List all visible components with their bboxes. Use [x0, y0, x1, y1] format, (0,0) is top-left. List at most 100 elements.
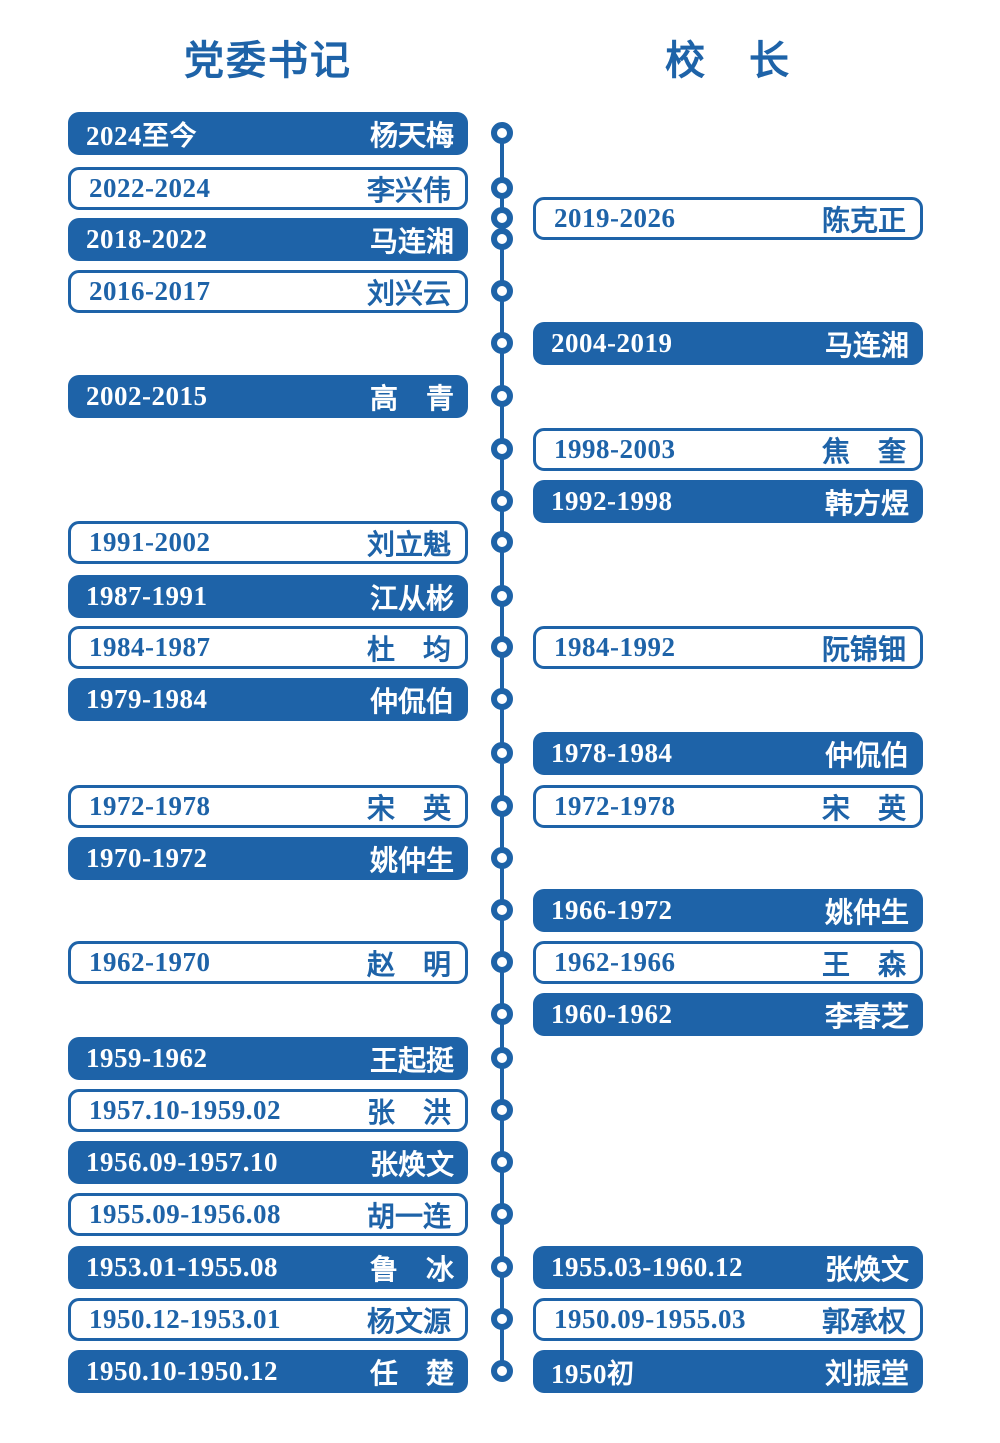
entry-period: 1955.03-1960.12 — [551, 1252, 743, 1282]
entry-period: 1962-1966 — [554, 947, 676, 977]
timeline-entry-left-16: 1953.01-1955.08 鲁 冰 — [68, 1246, 468, 1289]
entry-period: 1959-1962 — [86, 1043, 208, 1073]
timeline-entry-right-2: 1998-2003 焦 奎 — [533, 428, 923, 471]
entry-period: 2002-2015 — [86, 381, 208, 411]
entry-name: 鲁 冰 — [369, 1254, 454, 1286]
entry-period: 1956.09-1957.10 — [86, 1147, 278, 1177]
entry-name: 焦 奎 — [821, 436, 906, 468]
entry-period: 2022-2024 — [89, 173, 211, 203]
entry-period: 1950.09-1955.03 — [554, 1304, 746, 1334]
entry-name: 仲侃伯 — [369, 686, 454, 718]
left-column-title: 党委书记 — [184, 38, 352, 83]
entry-name: 刘立魁 — [366, 529, 451, 561]
entry-period: 1966-1972 — [551, 895, 673, 925]
timeline-node — [491, 1151, 513, 1173]
entry-name: 宋 英 — [821, 793, 906, 825]
entry-period: 2004-2019 — [551, 328, 673, 358]
timeline-entry-left-13: 1957.10-1959.02 张 洪 — [68, 1089, 468, 1132]
entry-name: 张 洪 — [366, 1097, 451, 1129]
timeline-node — [491, 490, 513, 512]
timeline-entry-right-4: 1984-1992 阮锦钿 — [533, 626, 923, 669]
entry-name: 任 楚 — [369, 1358, 454, 1390]
timeline-node — [491, 899, 513, 921]
timeline-entry-left-6: 1987-1991 江从彬 — [68, 575, 468, 618]
entry-period: 1962-1970 — [89, 947, 211, 977]
entry-name: 王起挺 — [369, 1045, 454, 1077]
timeline-entry-left-14: 1956.09-1957.10 张焕文 — [68, 1141, 468, 1184]
timeline-entry-left-8: 1979-1984 仲侃伯 — [68, 678, 468, 721]
timeline-entry-left-7: 1984-1987 杜 均 — [68, 626, 468, 669]
timeline-node — [491, 1360, 513, 1382]
timeline-node — [491, 585, 513, 607]
timeline-entry-left-2: 2018-2022 马连湘 — [68, 218, 468, 261]
timeline-node — [491, 531, 513, 553]
entry-name: 杨文源 — [366, 1306, 451, 1338]
timeline-entry-right-0: 2019-2026 陈克正 — [533, 197, 923, 240]
timeline-node — [491, 122, 513, 144]
timeline-node — [491, 847, 513, 869]
timeline-node — [491, 207, 513, 229]
entry-name: 姚仲生 — [369, 845, 454, 877]
entry-period: 1998-2003 — [554, 434, 676, 464]
timeline-node — [491, 385, 513, 407]
entry-period: 2019-2026 — [554, 203, 676, 233]
timeline-node — [491, 280, 513, 302]
entry-period: 2018-2022 — [86, 224, 208, 254]
entry-name: 江从彬 — [369, 583, 454, 615]
timeline-node — [491, 688, 513, 710]
timeline-entry-right-9: 1960-1962 李春芝 — [533, 993, 923, 1036]
timeline-node — [491, 1308, 513, 1330]
entry-name: 杨天梅 — [369, 120, 454, 152]
timeline-entry-left-11: 1962-1970 赵 明 — [68, 941, 468, 984]
entry-name: 高 青 — [369, 383, 454, 415]
timeline-entry-left-5: 1991-2002 刘立魁 — [68, 521, 468, 564]
entry-name: 宋 英 — [366, 793, 451, 825]
entry-name: 张焕文 — [824, 1254, 909, 1286]
timeline-entry-left-10: 1970-1972 姚仲生 — [68, 837, 468, 880]
entry-name: 马连湘 — [369, 226, 454, 258]
timeline-entry-right-5: 1978-1984 仲侃伯 — [533, 732, 923, 775]
entry-name: 郭承权 — [821, 1306, 906, 1338]
entry-name: 李春芝 — [824, 1001, 909, 1033]
timeline-entry-right-11: 1950.09-1955.03 郭承权 — [533, 1298, 923, 1341]
timeline-node — [491, 1203, 513, 1225]
timeline-node — [491, 1047, 513, 1069]
timeline-node — [491, 636, 513, 658]
timeline-node — [491, 1099, 513, 1121]
entry-name: 李兴伟 — [366, 175, 451, 207]
entry-name: 刘兴云 — [366, 278, 451, 310]
right-column-title: 校 长 — [665, 38, 791, 83]
timeline-entry-left-3: 2016-2017 刘兴云 — [68, 270, 468, 313]
entry-period: 1979-1984 — [86, 684, 208, 714]
timeline-node — [491, 1256, 513, 1278]
timeline-entry-left-12: 1959-1962 王起挺 — [68, 1037, 468, 1080]
entry-period: 1972-1978 — [554, 791, 676, 821]
entry-period: 1950.12-1953.01 — [89, 1304, 281, 1334]
entry-period: 1957.10-1959.02 — [89, 1095, 281, 1125]
entry-name: 胡一连 — [366, 1201, 451, 1233]
timeline-node — [491, 438, 513, 460]
entry-period: 1984-1987 — [89, 632, 211, 662]
entry-period: 1950.10-1950.12 — [86, 1356, 278, 1386]
timeline-entry-right-10: 1955.03-1960.12 张焕文 — [533, 1246, 923, 1289]
entry-period: 1987-1991 — [86, 581, 208, 611]
timeline-node — [491, 1003, 513, 1025]
timeline-node — [491, 742, 513, 764]
entry-name: 马连湘 — [824, 330, 909, 362]
timeline-node — [491, 177, 513, 199]
timeline-entry-right-3: 1992-1998 韩方煜 — [533, 480, 923, 523]
timeline-entry-left-1: 2022-2024 李兴伟 — [68, 167, 468, 210]
entry-name: 韩方煜 — [824, 488, 909, 520]
timeline-entry-right-7: 1966-1972 姚仲生 — [533, 889, 923, 932]
timeline-entry-right-6: 1972-1978 宋 英 — [533, 785, 923, 828]
entry-period: 1950初 — [551, 1359, 635, 1389]
timeline-entry-left-17: 1950.12-1953.01 杨文源 — [68, 1298, 468, 1341]
entry-name: 张焕文 — [369, 1149, 454, 1181]
entry-name: 仲侃伯 — [824, 740, 909, 772]
entry-period: 2024至今 — [86, 121, 197, 151]
entry-period: 1955.09-1956.08 — [89, 1199, 281, 1229]
timeline-node — [491, 951, 513, 973]
timeline-entry-right-8: 1962-1966 王 森 — [533, 941, 923, 984]
timeline-node — [491, 795, 513, 817]
